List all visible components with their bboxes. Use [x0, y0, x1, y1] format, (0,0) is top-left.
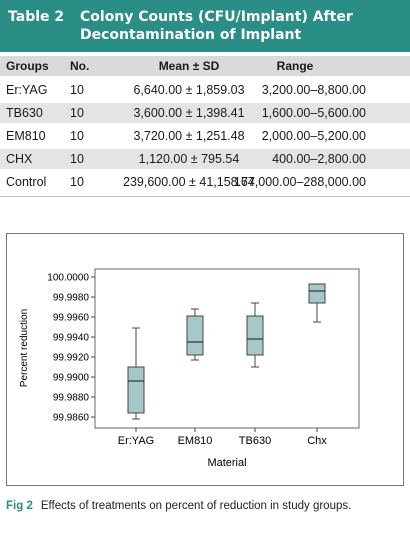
cell-group: CHX	[6, 152, 33, 166]
y-axis: 100.0000 99.9980 99.9960 99.9940 99.9920 99.9…	[47, 273, 95, 424]
table-bottom-rule	[0, 196, 410, 197]
table-row: Er:YAG 10 6,640.00 ± 1,859.03 3,200.00–8…	[0, 80, 410, 100]
table-label: Table 2	[8, 9, 65, 25]
y-tick-label: 99.9980	[53, 293, 90, 304]
box	[246, 315, 264, 356]
x-axis: Er:YAG EM810 TB630 Chx	[118, 428, 327, 447]
y-tick-label: 99.9880	[53, 393, 90, 404]
figure-caption: Fig 2 Effects of treatments on percent of…	[6, 499, 386, 513]
cell-mean: 3,720.00 ± 1,251.48	[133, 129, 245, 143]
figure-frame: 100.0000 99.9980 99.9960 99.9940 99.9920 99.9…	[6, 233, 404, 486]
y-axis-label: Percent reduction	[19, 309, 30, 387]
cell-group: Er:YAG	[6, 83, 48, 97]
table-title-text-2: Decontamination of Implant	[80, 27, 302, 43]
figure-label: Fig 2	[6, 500, 33, 512]
cell-range: 1,600.00–5,600.00	[261, 106, 366, 120]
y-tick-label: 99.9940	[53, 333, 90, 344]
table-row: Control 10 239,600.00 ± 41,158.77 164,00…	[0, 172, 410, 192]
y-tick-label: 99.9920	[53, 353, 90, 364]
y-tick-label: 99.9960	[53, 313, 90, 324]
table-row: CHX 10 1,120.00 ± 795.54 400.00–2,800.00	[0, 149, 410, 169]
cell-no: 10	[70, 175, 84, 189]
box	[308, 283, 326, 304]
table-title-bar: Table 2 Colony Counts (CFU/Implant) Afte…	[0, 0, 410, 52]
cell-group: Control	[6, 175, 47, 189]
header-mean: Mean ± SD	[158, 59, 220, 73]
table-row: EM810 10 3,720.00 ± 1,251.48 2,000.00–5,…	[0, 126, 410, 146]
cell-range: 164,000.00–288,000.00	[233, 175, 366, 189]
cell-group: EM810	[6, 129, 46, 143]
y-tick-label: 99.9900	[53, 373, 90, 384]
cell-no: 10	[70, 106, 84, 120]
y-tick-label: 99.9860	[53, 413, 90, 424]
x-tick-label: EM810	[178, 435, 213, 447]
cell-mean: 3,600.00 ± 1,398.41	[133, 106, 245, 120]
cell-mean: 1,120.00 ± 795.54	[138, 152, 240, 166]
x-tick-label: Chx	[307, 435, 327, 447]
box	[127, 366, 145, 414]
cell-no: 10	[70, 129, 84, 143]
box	[186, 315, 204, 356]
figure-caption-text: Effects of treatments on percent of redu…	[40, 500, 352, 512]
cell-range: 400.00–2,800.00	[272, 152, 366, 166]
table-title-line-2: Decontamination of Implant	[8, 26, 410, 44]
table-header-row: Groups No. Mean ± SD Range	[0, 56, 410, 76]
cell-mean: 239,600.00 ± 41,158.77	[123, 175, 255, 189]
plot-area	[94, 268, 360, 429]
x-axis-label: Material	[207, 457, 246, 469]
table-title-line-1: Table 2 Colony Counts (CFU/Implant) Afte…	[8, 8, 410, 26]
table-title-text-1: Colony Counts (CFU/Implant) After	[80, 9, 353, 25]
header-groups: Groups	[6, 59, 49, 73]
table-row: TB630 10 3,600.00 ± 1,398.41 1,600.00–5,…	[0, 103, 410, 123]
header-no: No.	[70, 59, 90, 73]
cell-range: 3,200.00–8,800.00	[261, 83, 366, 97]
x-tick-label: TB630	[239, 435, 271, 447]
header-range: Range	[276, 59, 314, 73]
cell-mean: 6,640.00 ± 1,859.03	[133, 83, 245, 97]
boxes	[127, 283, 326, 420]
x-tick-label: Er:YAG	[118, 435, 154, 447]
cell-no: 10	[70, 83, 84, 97]
cell-no: 10	[70, 152, 84, 166]
y-tick-label: 100.0000	[47, 273, 89, 284]
cell-range: 2,000.00–5,200.00	[261, 129, 366, 143]
boxplot-chart: 100.0000 99.9980 99.9960 99.9940 99.9920 99.9…	[19, 268, 360, 469]
cell-group: TB630	[6, 106, 43, 120]
